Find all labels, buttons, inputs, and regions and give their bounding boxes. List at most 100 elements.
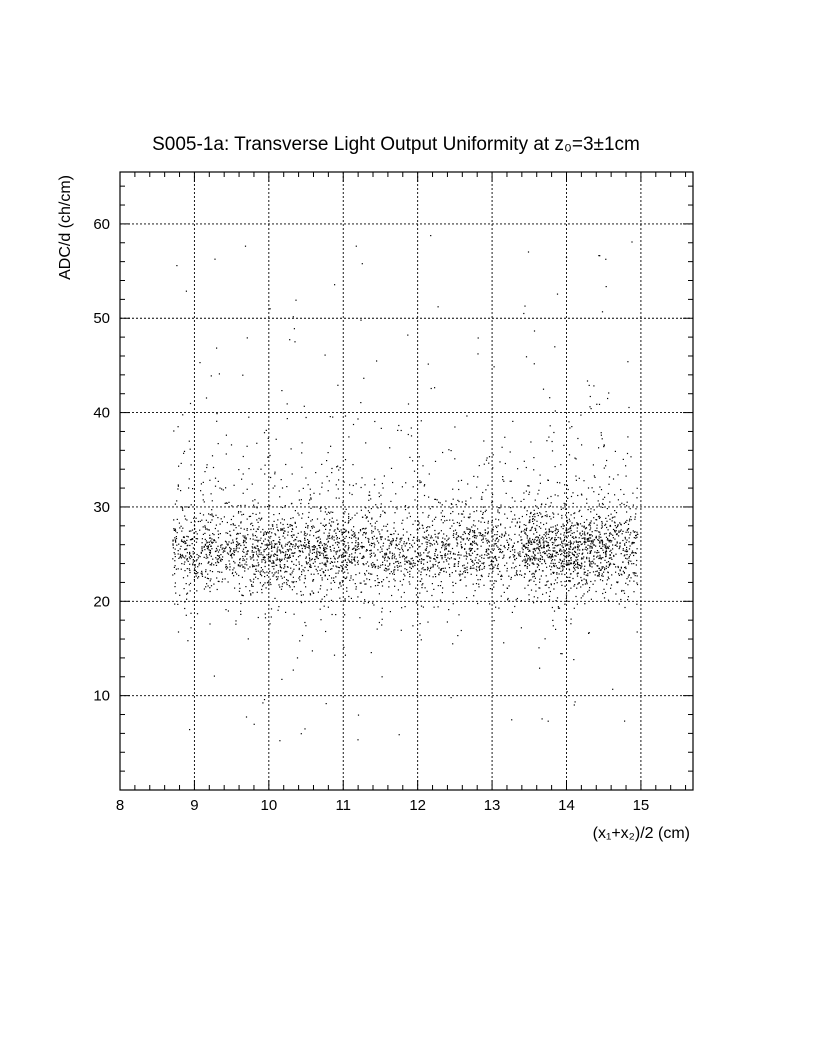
data-point [497,525,499,527]
data-point [494,564,496,566]
data-point [391,540,393,542]
data-point [481,498,483,500]
data-point [526,554,528,556]
data-point [615,553,617,555]
data-point [276,579,278,581]
data-point [406,561,408,563]
data-point [602,506,604,508]
data-point [284,566,286,568]
data-point [626,519,628,522]
data-point [172,544,174,546]
data-point [256,553,258,555]
data-point [456,536,458,539]
data-point [445,547,447,549]
data-point [212,515,214,518]
data-point [298,577,300,579]
data-point [566,562,568,564]
data-point [522,551,524,553]
data-point [490,530,493,532]
data-point [403,555,405,557]
data-point [450,507,452,509]
data-point [438,501,440,503]
data-point [587,570,589,572]
data-point [381,548,383,550]
data-point [409,515,411,518]
data-point [312,579,315,581]
data-point [323,557,325,559]
data-point [389,447,391,449]
data-point [205,557,207,559]
data-point [550,518,552,520]
data-point [446,621,448,623]
data-point [611,520,613,522]
data-point [338,587,340,589]
data-point [525,528,527,530]
data-point [424,569,426,571]
data-point [188,568,190,570]
data-point [610,587,612,589]
data-point [283,552,285,554]
data-point [531,527,533,529]
data-point [235,527,237,529]
data-point [598,503,600,505]
data-point [515,565,517,568]
data-point [385,525,387,527]
data-point [603,467,605,469]
data-point [232,569,234,571]
data-point [596,530,598,532]
data-point [206,547,208,549]
data-point [458,557,461,559]
data-point [543,523,545,526]
data-point [589,534,591,537]
data-point [370,498,372,500]
data-point [285,463,287,466]
data-point [582,552,584,554]
data-point [178,543,180,545]
data-point [520,539,522,541]
data-point [419,559,421,561]
data-point [565,531,567,533]
data-point [527,548,529,550]
data-point [537,547,539,549]
data-point [417,552,419,554]
data-point [252,565,254,567]
data-point [212,533,214,535]
data-point [524,560,526,562]
data-point [276,526,278,528]
data-point [353,547,355,549]
data-point [605,532,607,535]
data-point [334,558,336,560]
data-point [268,583,270,585]
data-point [614,529,616,531]
data-point [538,587,540,589]
data-point [287,557,289,559]
data-point [321,568,323,570]
x-tick-label: 8 [116,797,124,814]
data-point [213,675,215,677]
data-point [603,552,605,554]
data-point [545,531,548,533]
data-point [398,562,400,564]
data-point [539,578,541,580]
data-point [590,511,592,513]
data-point [378,531,380,533]
data-point [437,306,439,308]
data-point [330,599,333,601]
data-point [287,556,290,558]
data-point [528,580,530,582]
data-point [598,531,600,533]
data-point [192,547,194,549]
data-point [314,559,316,561]
data-point [273,574,275,576]
data-point [511,497,513,499]
data-point [308,511,310,514]
data-point [301,571,303,573]
data-point [565,594,568,596]
data-point [303,582,305,584]
data-point [326,559,328,561]
data-point [578,510,580,513]
data-point [479,568,481,570]
data-point [448,609,450,611]
data-point [519,570,521,572]
data-point [630,519,632,521]
